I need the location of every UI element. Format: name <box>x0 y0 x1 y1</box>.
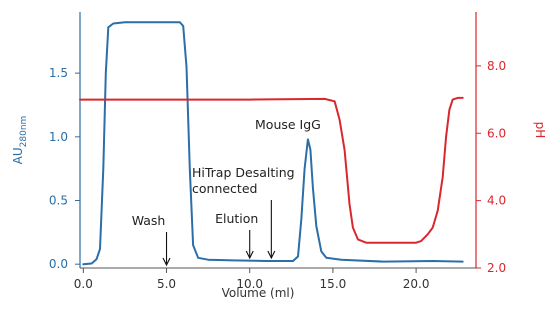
hitrap-arrowhead <box>267 250 276 260</box>
hitrap-label-line1: HiTrap Desalting <box>192 165 295 180</box>
ticks: 0.0 0.5 1.0 1.5 2.0 4.0 6.0 8.0 0.0 5.0 10.0 15.0 20… <box>11 59 547 300</box>
left-tick-label: 1.0 <box>49 130 68 144</box>
left-y-axis-title-main: AU <box>11 147 25 164</box>
hitrap-label-line2: connected <box>192 181 257 196</box>
wash-arrowhead <box>162 257 171 267</box>
x-tick-label: 5.0 <box>157 277 176 291</box>
left-y-axis-title: AU280nm <box>11 116 29 165</box>
x-axis-title: Volume (ml) <box>222 286 295 300</box>
x-tick-label: 10.0 <box>236 277 263 291</box>
ph-line <box>79 96 464 244</box>
left-tick-label: 0.0 <box>49 257 68 271</box>
left-y-axis-title-sub: 280nm <box>19 116 29 148</box>
x-tick-label: 15.0 <box>320 277 347 291</box>
right-tick-label: 6.0 <box>487 126 506 140</box>
series-layer <box>79 21 464 266</box>
x-tick-label: 20.0 <box>403 277 430 291</box>
left-tick-label: 1.5 <box>49 66 68 80</box>
absorbance-line <box>82 21 464 266</box>
right-tick-label: 4.0 <box>487 194 506 208</box>
wash-label: Wash <box>132 213 166 228</box>
x-tick-label: 0.0 <box>74 277 93 291</box>
right-y-axis-title: pH <box>533 122 547 139</box>
left-tick-label: 0.5 <box>49 193 68 207</box>
right-tick-label: 8.0 <box>487 59 506 73</box>
right-tick-label: 2.0 <box>487 261 506 275</box>
elution-arrowhead <box>245 250 254 260</box>
mouse-igg-label: Mouse IgG <box>255 117 321 132</box>
axes <box>79 12 477 269</box>
elution-label: Elution <box>215 211 258 226</box>
